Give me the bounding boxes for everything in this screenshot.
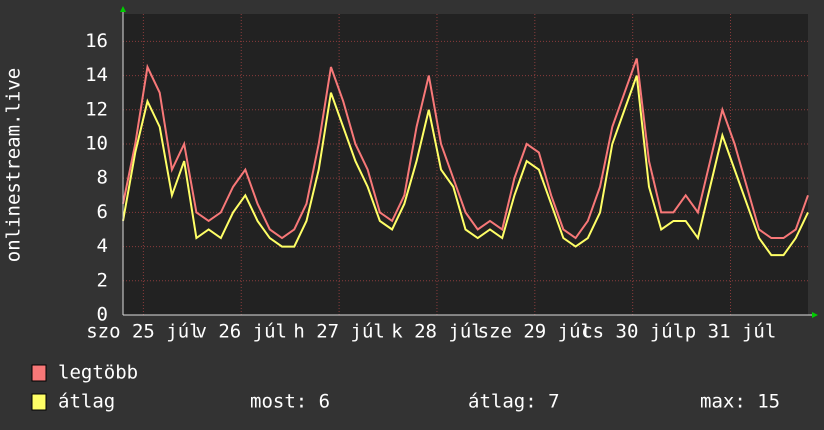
legend-label: átlag	[58, 391, 115, 413]
legend-swatch	[31, 364, 47, 382]
lines	[122, 58, 809, 257]
x-tick-label: sze 29 júl	[478, 321, 592, 343]
y-tick-label: 8	[97, 167, 108, 189]
legend-swatch	[31, 393, 47, 411]
x-tick-label: p 31 júl	[685, 321, 777, 343]
y-tick-label: 2	[97, 269, 108, 291]
y-tick-label: 4	[97, 235, 108, 257]
series-line	[122, 75, 809, 257]
x-tick-label: szo 25 júl	[86, 321, 200, 343]
series-line	[122, 58, 809, 240]
y-tick-label: 12	[85, 98, 108, 120]
legend-label: legtöbb	[58, 362, 138, 384]
y-tick-label: 6	[97, 201, 108, 223]
plot-area	[123, 14, 808, 315]
stat: átlag: 7	[468, 391, 560, 413]
x-tick-label: k 28 júl	[391, 321, 483, 343]
x-tick-label: v 26 júl	[195, 321, 287, 343]
y-tick-label: 14	[85, 64, 108, 86]
y-tick-label: 16	[85, 30, 108, 52]
grid	[123, 14, 808, 316]
y-arrow	[120, 6, 126, 12]
stat: most: 6	[250, 391, 330, 413]
y-tick-label: 10	[85, 132, 108, 154]
y-tick-label: 0	[97, 304, 108, 326]
stat: max: 15	[700, 391, 780, 413]
x-tick-label: cs 30 júl	[581, 321, 684, 343]
x-tick-label: h 27 júl	[293, 321, 385, 343]
y-axis-label: onlinestream.live	[3, 68, 25, 262]
x-arrow	[812, 312, 818, 318]
